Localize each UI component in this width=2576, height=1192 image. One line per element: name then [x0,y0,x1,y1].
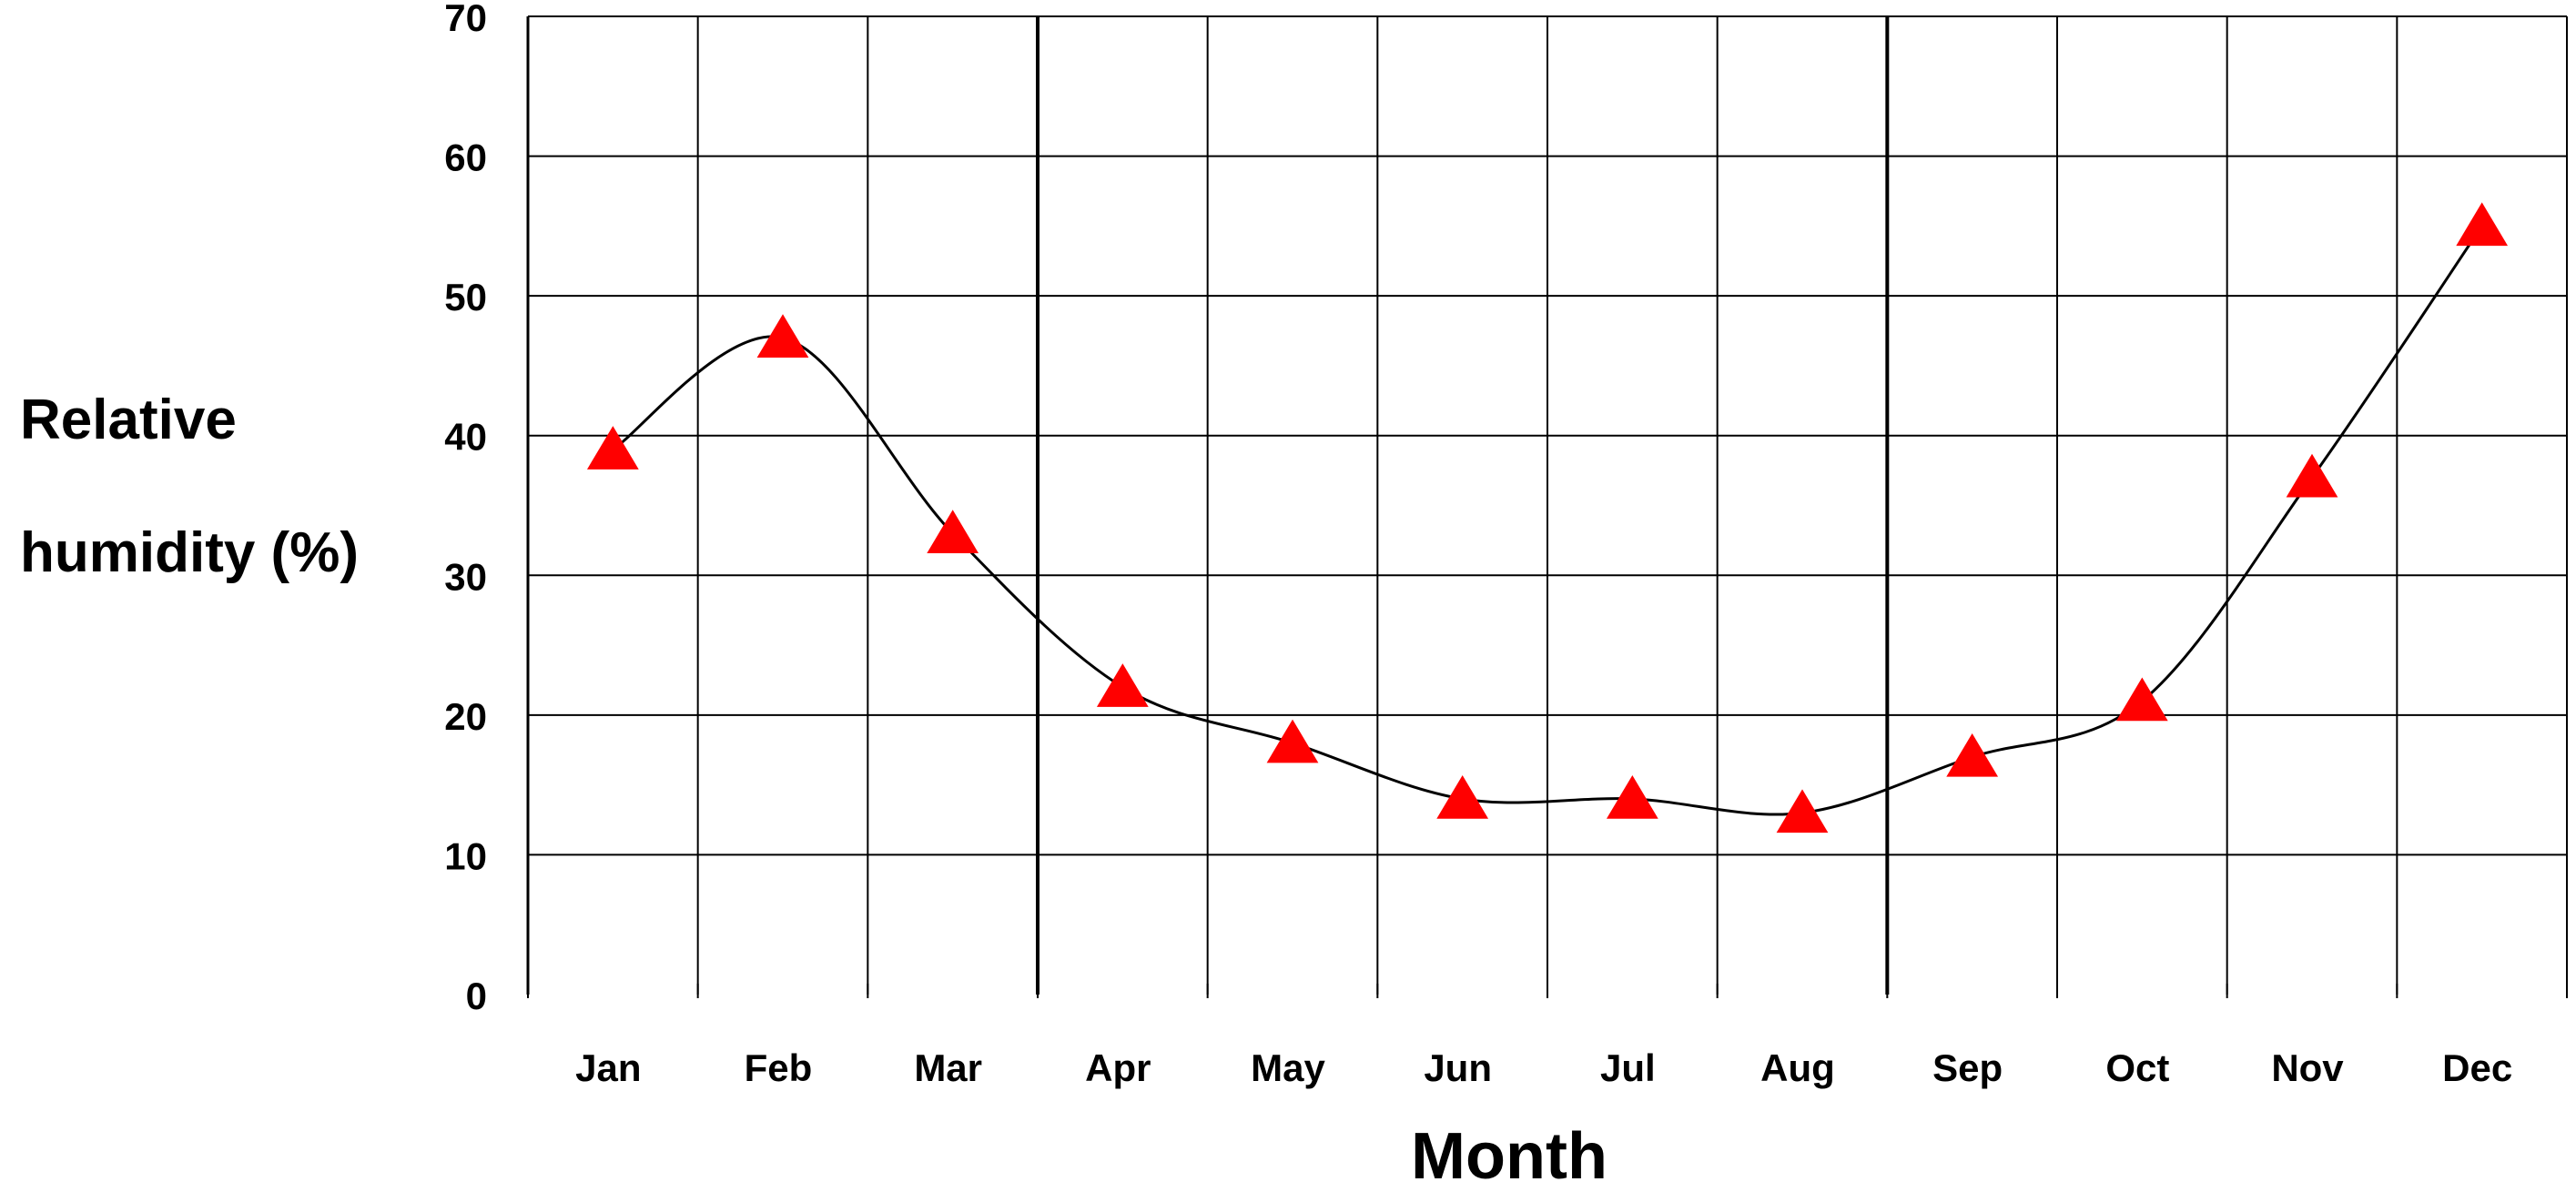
grid [526,15,2568,998]
data-point-sep [1946,732,1999,777]
y-tick-label: 20 [444,695,487,738]
x-tick-labels: Jan Feb Mar Apr May Jun Jul Aug Sep Oct Nov Dec [575,1046,2512,1089]
x-tick-label: Feb [745,1046,813,1089]
x-tick-label: Mar [914,1046,982,1089]
y-tick-label: 30 [444,555,487,598]
data-point-feb [756,314,809,358]
data-point-nov [2286,453,2338,498]
x-tick-label: Apr [1085,1046,1151,1089]
x-tick-label: Jun [1424,1046,1492,1089]
data-markers [586,202,2509,833]
data-point-oct [2115,677,2168,722]
y-tick-label: 70 [444,0,487,39]
y-tick-label: 10 [444,834,487,877]
data-point-aug [1776,789,1829,833]
data-point-jan [586,426,639,470]
y-tick-label: 0 [466,975,487,1017]
x-tick-label: May [1251,1046,1325,1089]
x-tick-label: Jul [1600,1046,1656,1089]
data-point-may [1266,719,1319,763]
data-point-jul [1606,775,1658,819]
x-tick-label: Oct [2105,1046,2169,1089]
x-tick-label: Sep [1932,1046,2003,1089]
y-axis-label-line-2: humidity (%) [20,521,359,584]
x-axis-label: Month [1411,1120,1607,1192]
y-tick-labels: 0 10 20 30 40 50 60 70 [444,0,487,1017]
y-axis-label-line-1: Relative [20,389,237,451]
x-tick-label: Aug [1760,1046,1835,1089]
y-tick-label: 60 [444,136,487,179]
y-tick-label: 40 [444,416,487,459]
y-tick-label: 50 [444,276,487,318]
x-tick-label: Dec [2442,1046,2512,1089]
x-tick-label: Nov [2271,1046,2344,1089]
data-point-jun [1436,775,1489,819]
data-point-mar [927,510,979,553]
data-point-apr [1096,663,1149,707]
data-point-dec [2456,202,2509,247]
x-tick-label: Jan [575,1046,641,1089]
series-line [612,225,2483,816]
